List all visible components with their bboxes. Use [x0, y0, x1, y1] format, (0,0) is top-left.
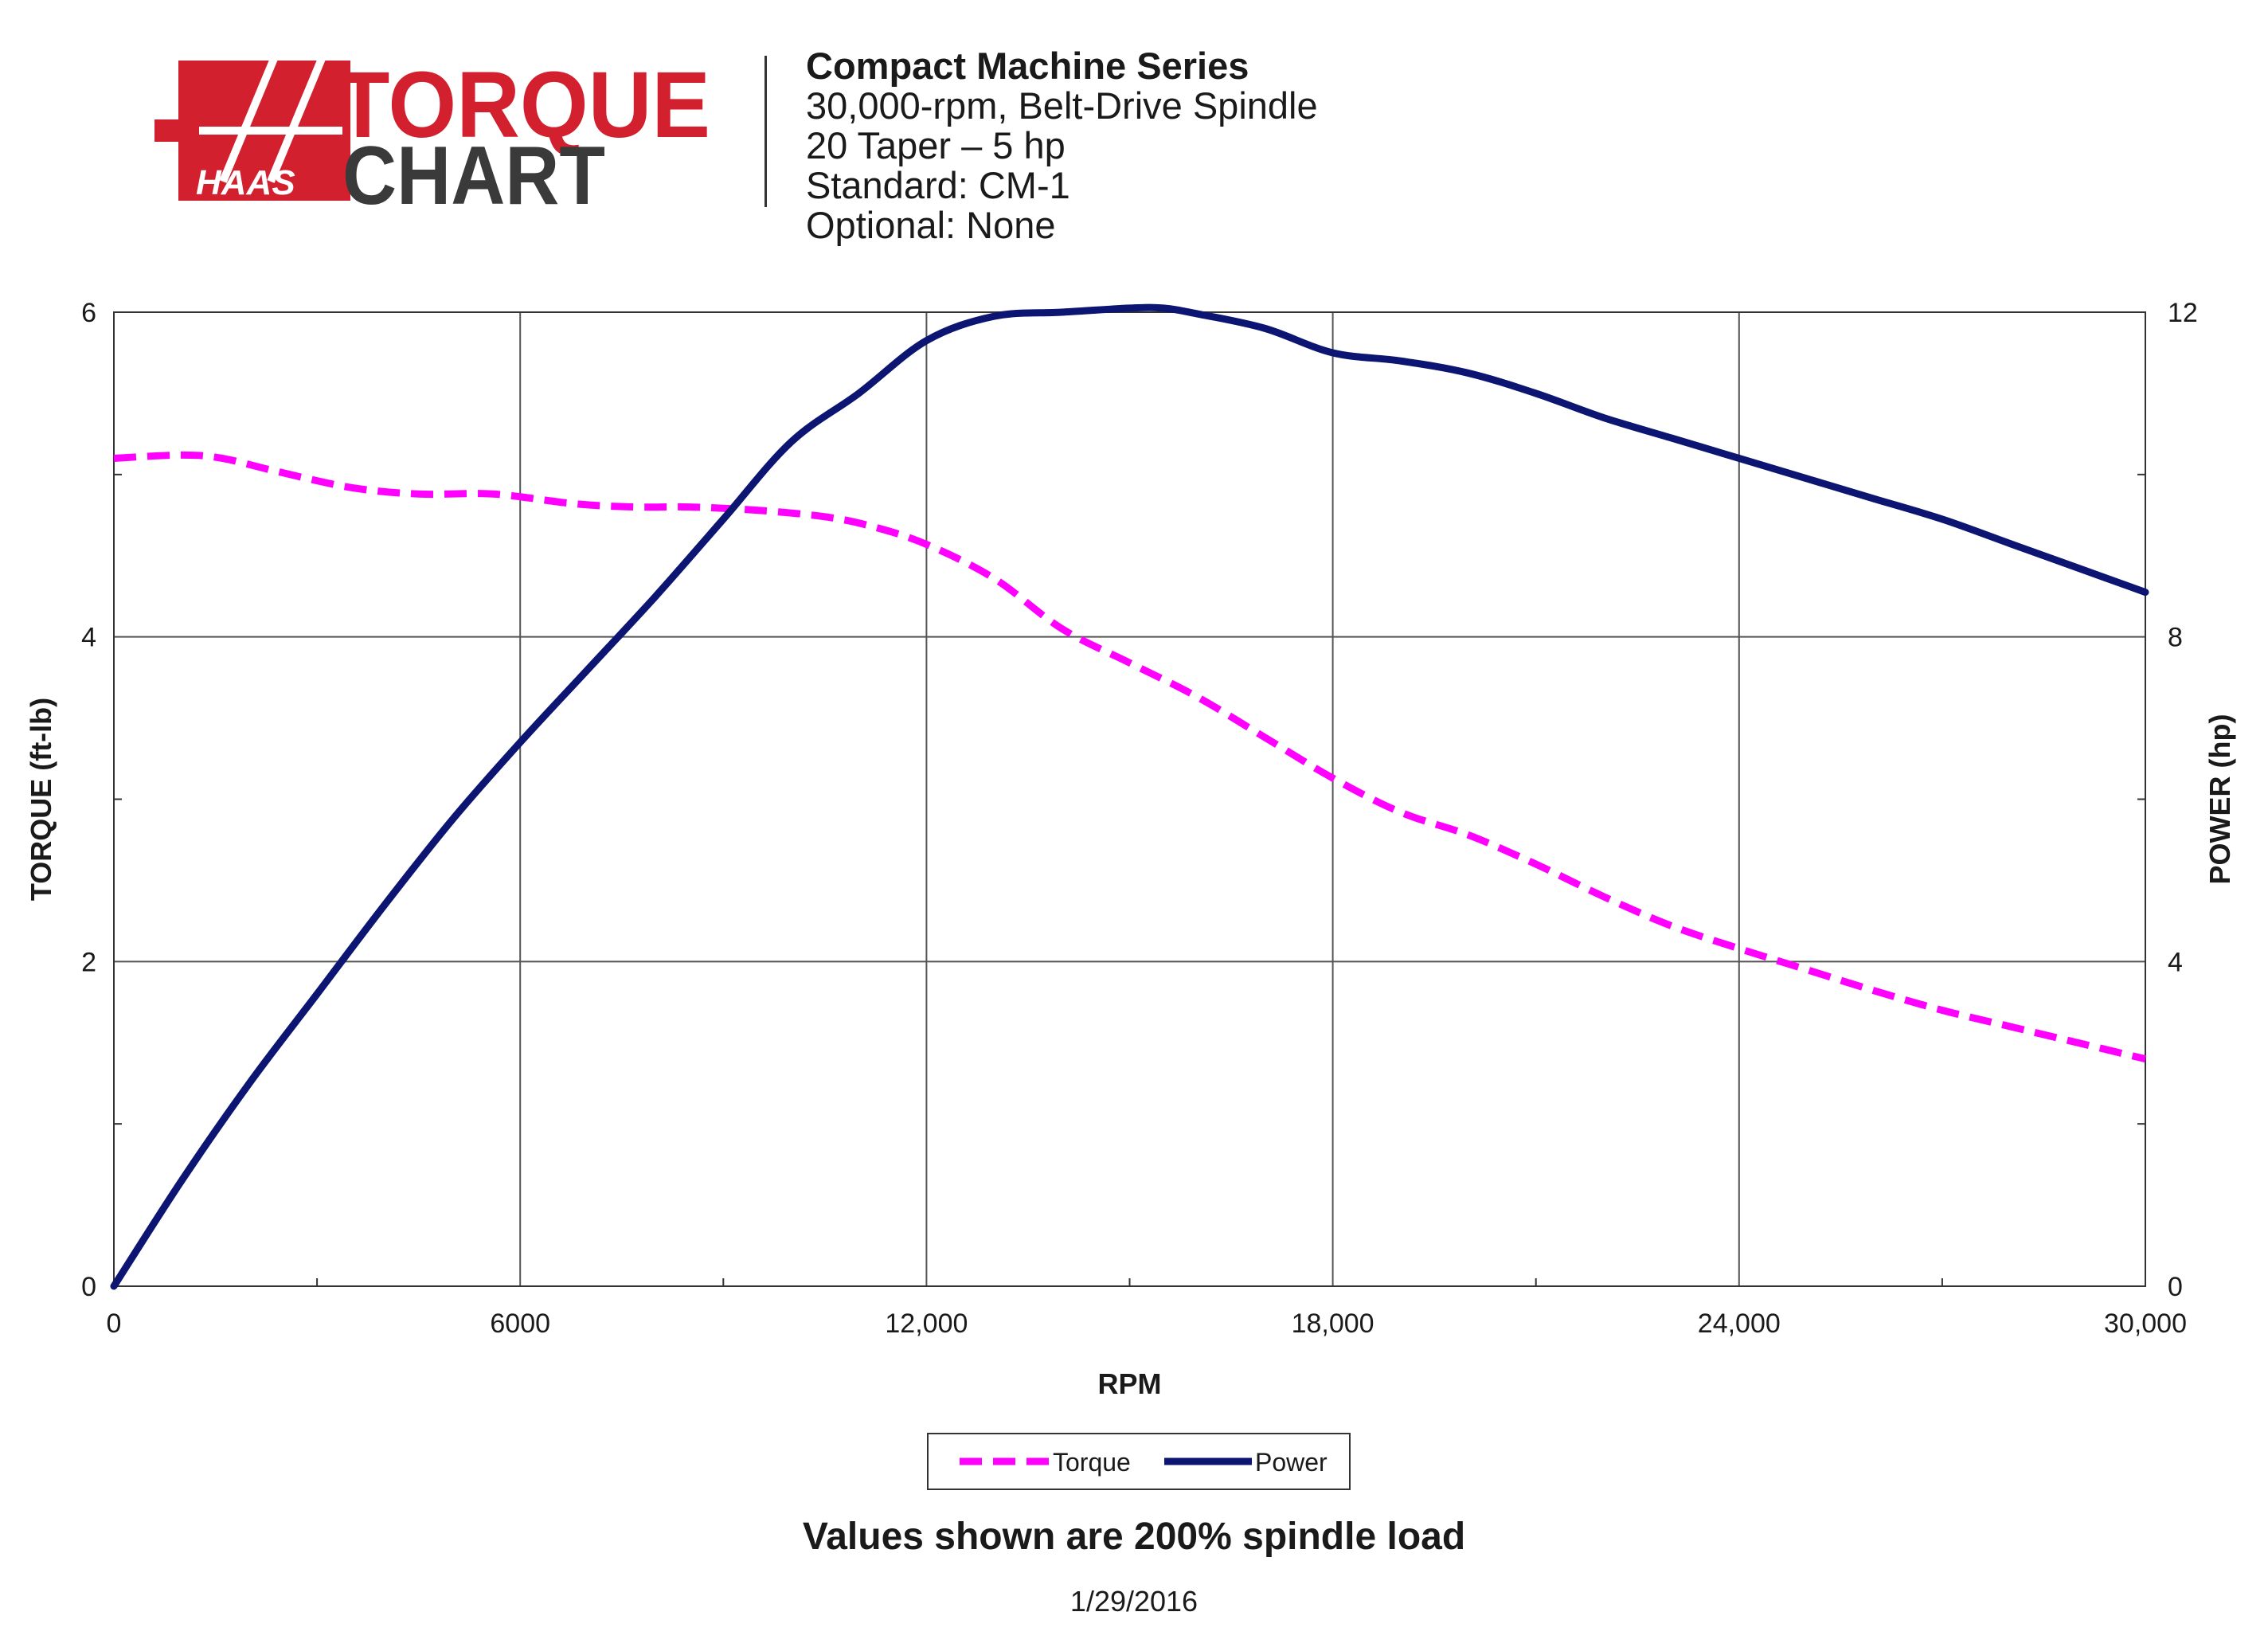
legend: Torque Power — [927, 1433, 1351, 1490]
header-line-optional: Optional: None — [806, 204, 1056, 246]
y-left-tick-label: 2 — [81, 947, 96, 977]
x-tick-label: 0 — [107, 1309, 122, 1339]
y-right-tick-label: 4 — [2168, 947, 2183, 977]
header-line-spindle: 30,000-rpm, Belt-Drive Spindle — [806, 84, 1318, 127]
legend-label-torque: Torque — [1053, 1448, 1131, 1477]
spindle-load-note: Values shown are 200% spindle load — [802, 1516, 1466, 1558]
tick-labels: 0 6000 12,000 18,000 24,000 30,000 0 2 4 6 0 4 8 12 — [81, 298, 2198, 1339]
logo-word-chart: CHART — [342, 130, 605, 215]
series-line-power — [110, 303, 2149, 1290]
legend-label-power: Power — [1255, 1448, 1328, 1477]
logo-word-torque: TORQUE — [336, 53, 710, 158]
chart-date: 1/29/2016 — [1069, 1585, 1199, 1618]
haas-torque-chart-logo: HAAS TORQUE CHART — [154, 49, 710, 215]
header-series: Compact Machine Series — [806, 45, 1249, 87]
x-tick-label: 18,000 — [1292, 1309, 1374, 1339]
y-right-tick-label: 0 — [2168, 1272, 2183, 1302]
header-line-standard: Standard: CM-1 — [806, 164, 1070, 206]
y-axis-label-left: TORQUE (ft-lb) — [25, 698, 57, 901]
y-right-tick-label: 12 — [2168, 298, 2198, 328]
y-left-tick-label: 6 — [81, 298, 96, 328]
logo-brand: HAAS — [196, 163, 295, 202]
series-line-torque — [113, 451, 2147, 1063]
series-layer — [110, 303, 2149, 1290]
header-line-taper: 20 Taper – 5 hp — [806, 124, 1066, 166]
header-block: Compact Machine Series 30,000-rpm, Belt-… — [806, 46, 1318, 245]
logo-h-strokes — [199, 49, 342, 183]
x-tick-label: 24,000 — [1698, 1309, 1781, 1339]
y-right-tick-label: 8 — [2168, 623, 2183, 653]
y-axis-label-right: POWER (hp) — [2203, 714, 2236, 885]
y-left-tick-label: 0 — [81, 1272, 96, 1302]
chart-minor-ticks — [114, 473, 2145, 1286]
x-tick-label: 6000 — [490, 1309, 550, 1339]
chart-grid — [114, 312, 2145, 1286]
x-tick-label: 12,000 — [885, 1309, 968, 1339]
x-tick-label: 30,000 — [2104, 1309, 2187, 1339]
plot-area-frame — [113, 311, 2146, 1287]
x-axis-label: RPM — [1098, 1367, 1162, 1400]
header-divider — [764, 56, 767, 207]
y-left-tick-label: 4 — [81, 623, 96, 653]
